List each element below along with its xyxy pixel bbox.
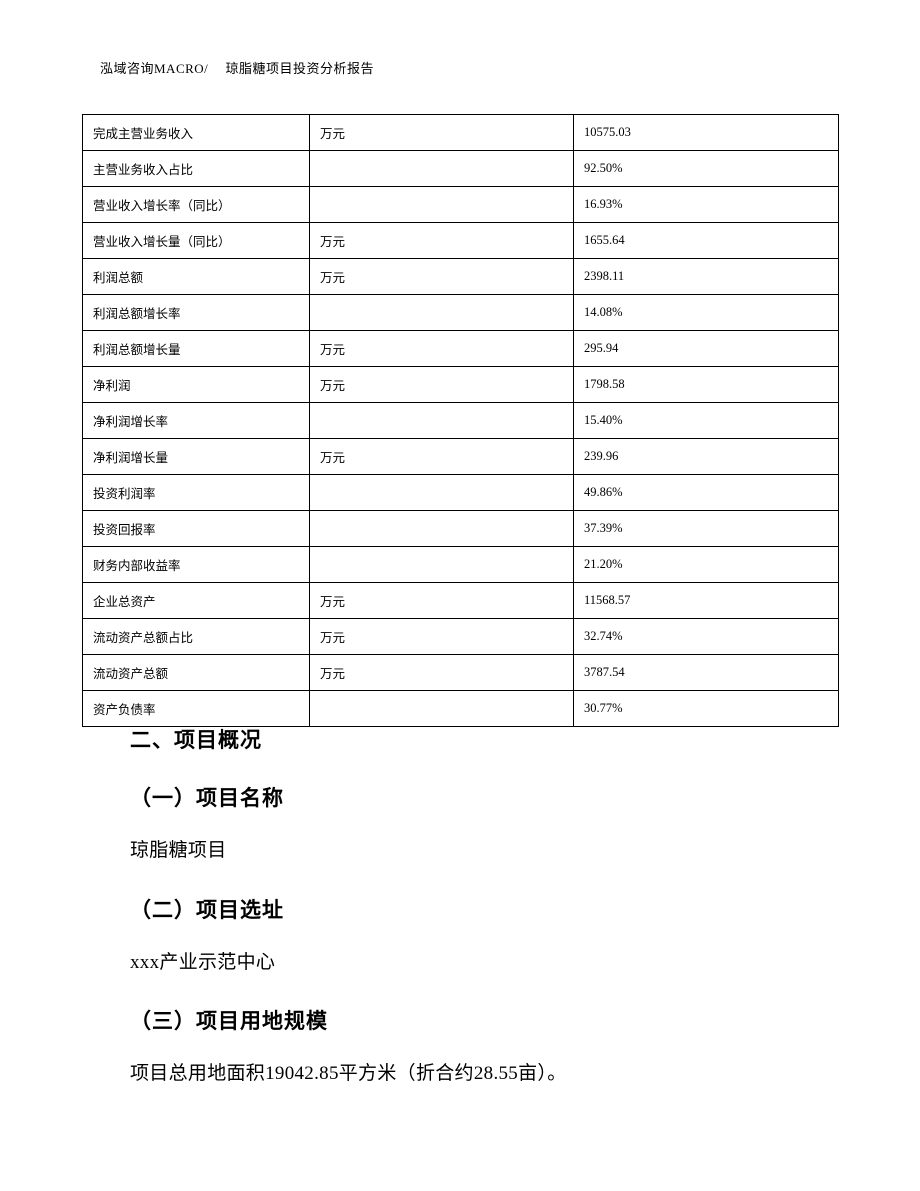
row-unit: 万元 bbox=[310, 655, 574, 691]
row-label: 财务内部收益率 bbox=[83, 547, 310, 583]
row-value: 14.08% bbox=[574, 295, 839, 331]
subsection-1-heading: （一）项目名称 bbox=[130, 782, 810, 812]
row-unit bbox=[310, 187, 574, 223]
row-unit: 万元 bbox=[310, 367, 574, 403]
row-value: 1798.58 bbox=[574, 367, 839, 403]
row-unit bbox=[310, 295, 574, 331]
table-body: 完成主营业务收入万元10575.03主营业务收入占比92.50%营业收入增长率（… bbox=[83, 115, 839, 727]
subsection-3-text: 项目总用地面积19042.85平方米（折合约28.55亩）。 bbox=[130, 1060, 810, 1089]
row-value: 11568.57 bbox=[574, 583, 839, 619]
row-unit: 万元 bbox=[310, 439, 574, 475]
subsection-2-text: xxx产业示范中心 bbox=[130, 949, 810, 978]
row-value: 239.96 bbox=[574, 439, 839, 475]
header-text: 泓域咨询MACRO/ 琼脂糖项目投资分析报告 bbox=[100, 61, 374, 76]
row-value: 295.94 bbox=[574, 331, 839, 367]
table-row: 流动资产总额占比万元32.74% bbox=[83, 619, 839, 655]
table-row: 净利润万元1798.58 bbox=[83, 367, 839, 403]
row-value: 2398.11 bbox=[574, 259, 839, 295]
financial-table: 完成主营业务收入万元10575.03主营业务收入占比92.50%营业收入增长率（… bbox=[82, 114, 839, 727]
row-unit: 万元 bbox=[310, 331, 574, 367]
row-label: 主营业务收入占比 bbox=[83, 151, 310, 187]
table-row: 营业收入增长量（同比）万元1655.64 bbox=[83, 223, 839, 259]
table-row: 主营业务收入占比 92.50% bbox=[83, 151, 839, 187]
row-unit: 万元 bbox=[310, 115, 574, 151]
table-row: 净利润增长率 15.40% bbox=[83, 403, 839, 439]
table-row: 净利润增长量万元239.96 bbox=[83, 439, 839, 475]
row-label: 净利润 bbox=[83, 367, 310, 403]
table-row: 完成主营业务收入万元10575.03 bbox=[83, 115, 839, 151]
row-label: 利润总额增长率 bbox=[83, 295, 310, 331]
row-label: 净利润增长量 bbox=[83, 439, 310, 475]
row-label: 投资回报率 bbox=[83, 511, 310, 547]
row-label: 净利润增长率 bbox=[83, 403, 310, 439]
table-row: 财务内部收益率 21.20% bbox=[83, 547, 839, 583]
row-value: 16.93% bbox=[574, 187, 839, 223]
row-unit bbox=[310, 511, 574, 547]
row-value: 32.74% bbox=[574, 619, 839, 655]
document-header: 泓域咨询MACRO/ 琼脂糖项目投资分析报告 bbox=[100, 58, 374, 77]
row-value: 10575.03 bbox=[574, 115, 839, 151]
row-unit bbox=[310, 547, 574, 583]
table-row: 企业总资产万元11568.57 bbox=[83, 583, 839, 619]
row-value: 21.20% bbox=[574, 547, 839, 583]
row-label: 利润总额增长量 bbox=[83, 331, 310, 367]
row-unit: 万元 bbox=[310, 259, 574, 295]
row-unit: 万元 bbox=[310, 619, 574, 655]
row-value: 92.50% bbox=[574, 151, 839, 187]
row-label: 完成主营业务收入 bbox=[83, 115, 310, 151]
row-label: 企业总资产 bbox=[83, 583, 310, 619]
row-unit bbox=[310, 403, 574, 439]
table-row: 营业收入增长率（同比） 16.93% bbox=[83, 187, 839, 223]
table-row: 投资回报率 37.39% bbox=[83, 511, 839, 547]
row-label: 资产负债率 bbox=[83, 691, 310, 727]
row-unit bbox=[310, 691, 574, 727]
table-row: 投资利润率 49.86% bbox=[83, 475, 839, 511]
row-value: 30.77% bbox=[574, 691, 839, 727]
subsection-3-heading: （三）项目用地规模 bbox=[130, 1005, 810, 1035]
table-row: 流动资产总额万元3787.54 bbox=[83, 655, 839, 691]
row-value: 3787.54 bbox=[574, 655, 839, 691]
row-unit: 万元 bbox=[310, 583, 574, 619]
row-value: 15.40% bbox=[574, 403, 839, 439]
row-value: 37.39% bbox=[574, 511, 839, 547]
table-row: 资产负债率 30.77% bbox=[83, 691, 839, 727]
financial-table-container: 完成主营业务收入万元10575.03主营业务收入占比92.50%营业收入增长率（… bbox=[82, 114, 838, 727]
row-value: 1655.64 bbox=[574, 223, 839, 259]
subsection-1-text: 琼脂糖项目 bbox=[130, 837, 810, 866]
row-label: 投资利润率 bbox=[83, 475, 310, 511]
row-unit bbox=[310, 151, 574, 187]
row-unit: 万元 bbox=[310, 223, 574, 259]
row-value: 49.86% bbox=[574, 475, 839, 511]
section-heading: 二、项目概况 bbox=[130, 724, 810, 754]
table-row: 利润总额增长率 14.08% bbox=[83, 295, 839, 331]
row-label: 流动资产总额占比 bbox=[83, 619, 310, 655]
row-label: 营业收入增长量（同比） bbox=[83, 223, 310, 259]
row-label: 利润总额 bbox=[83, 259, 310, 295]
row-label: 营业收入增长率（同比） bbox=[83, 187, 310, 223]
table-row: 利润总额增长量万元295.94 bbox=[83, 331, 839, 367]
table-row: 利润总额万元2398.11 bbox=[83, 259, 839, 295]
row-unit bbox=[310, 475, 574, 511]
row-label: 流动资产总额 bbox=[83, 655, 310, 691]
subsection-2-heading: （二）项目选址 bbox=[130, 894, 810, 924]
content-section: 二、项目概况 （一）项目名称 琼脂糖项目 （二）项目选址 xxx产业示范中心 （… bbox=[130, 724, 810, 1117]
